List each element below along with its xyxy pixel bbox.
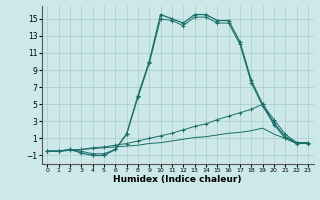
X-axis label: Humidex (Indice chaleur): Humidex (Indice chaleur) [113,175,242,184]
